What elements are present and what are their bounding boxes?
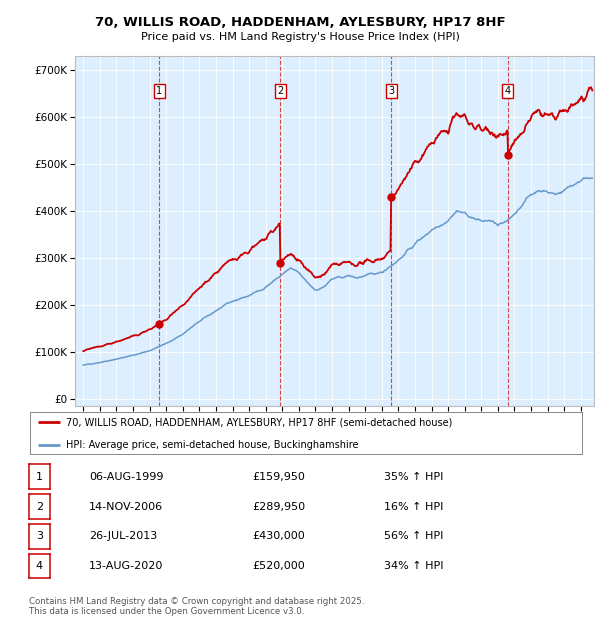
Text: 34% ↑ HPI: 34% ↑ HPI bbox=[384, 561, 443, 571]
Text: 3: 3 bbox=[36, 531, 43, 541]
Text: £430,000: £430,000 bbox=[252, 531, 305, 541]
Text: 2: 2 bbox=[36, 502, 43, 512]
Text: 56% ↑ HPI: 56% ↑ HPI bbox=[384, 531, 443, 541]
Text: 14-NOV-2006: 14-NOV-2006 bbox=[89, 502, 163, 512]
Text: Contains HM Land Registry data © Crown copyright and database right 2025.: Contains HM Land Registry data © Crown c… bbox=[29, 597, 364, 606]
Text: £159,950: £159,950 bbox=[252, 472, 305, 482]
Text: 26-JUL-2013: 26-JUL-2013 bbox=[89, 531, 157, 541]
Text: 70, WILLIS ROAD, HADDENHAM, AYLESBURY, HP17 8HF (semi-detached house): 70, WILLIS ROAD, HADDENHAM, AYLESBURY, H… bbox=[66, 417, 452, 427]
Text: 2: 2 bbox=[277, 86, 283, 96]
Text: HPI: Average price, semi-detached house, Buckinghamshire: HPI: Average price, semi-detached house,… bbox=[66, 440, 358, 450]
Text: 35% ↑ HPI: 35% ↑ HPI bbox=[384, 472, 443, 482]
Text: 16% ↑ HPI: 16% ↑ HPI bbox=[384, 502, 443, 512]
Text: 1: 1 bbox=[157, 86, 163, 96]
Text: £289,950: £289,950 bbox=[252, 502, 305, 512]
Text: 70, WILLIS ROAD, HADDENHAM, AYLESBURY, HP17 8HF: 70, WILLIS ROAD, HADDENHAM, AYLESBURY, H… bbox=[95, 16, 505, 29]
Text: 06-AUG-1999: 06-AUG-1999 bbox=[89, 472, 163, 482]
Text: 1: 1 bbox=[36, 472, 43, 482]
Text: This data is licensed under the Open Government Licence v3.0.: This data is licensed under the Open Gov… bbox=[29, 607, 304, 616]
Text: 3: 3 bbox=[388, 86, 394, 96]
Text: £520,000: £520,000 bbox=[252, 561, 305, 571]
Text: 4: 4 bbox=[36, 561, 43, 571]
Text: 4: 4 bbox=[505, 86, 511, 96]
Text: Price paid vs. HM Land Registry's House Price Index (HPI): Price paid vs. HM Land Registry's House … bbox=[140, 32, 460, 42]
Text: 13-AUG-2020: 13-AUG-2020 bbox=[89, 561, 163, 571]
